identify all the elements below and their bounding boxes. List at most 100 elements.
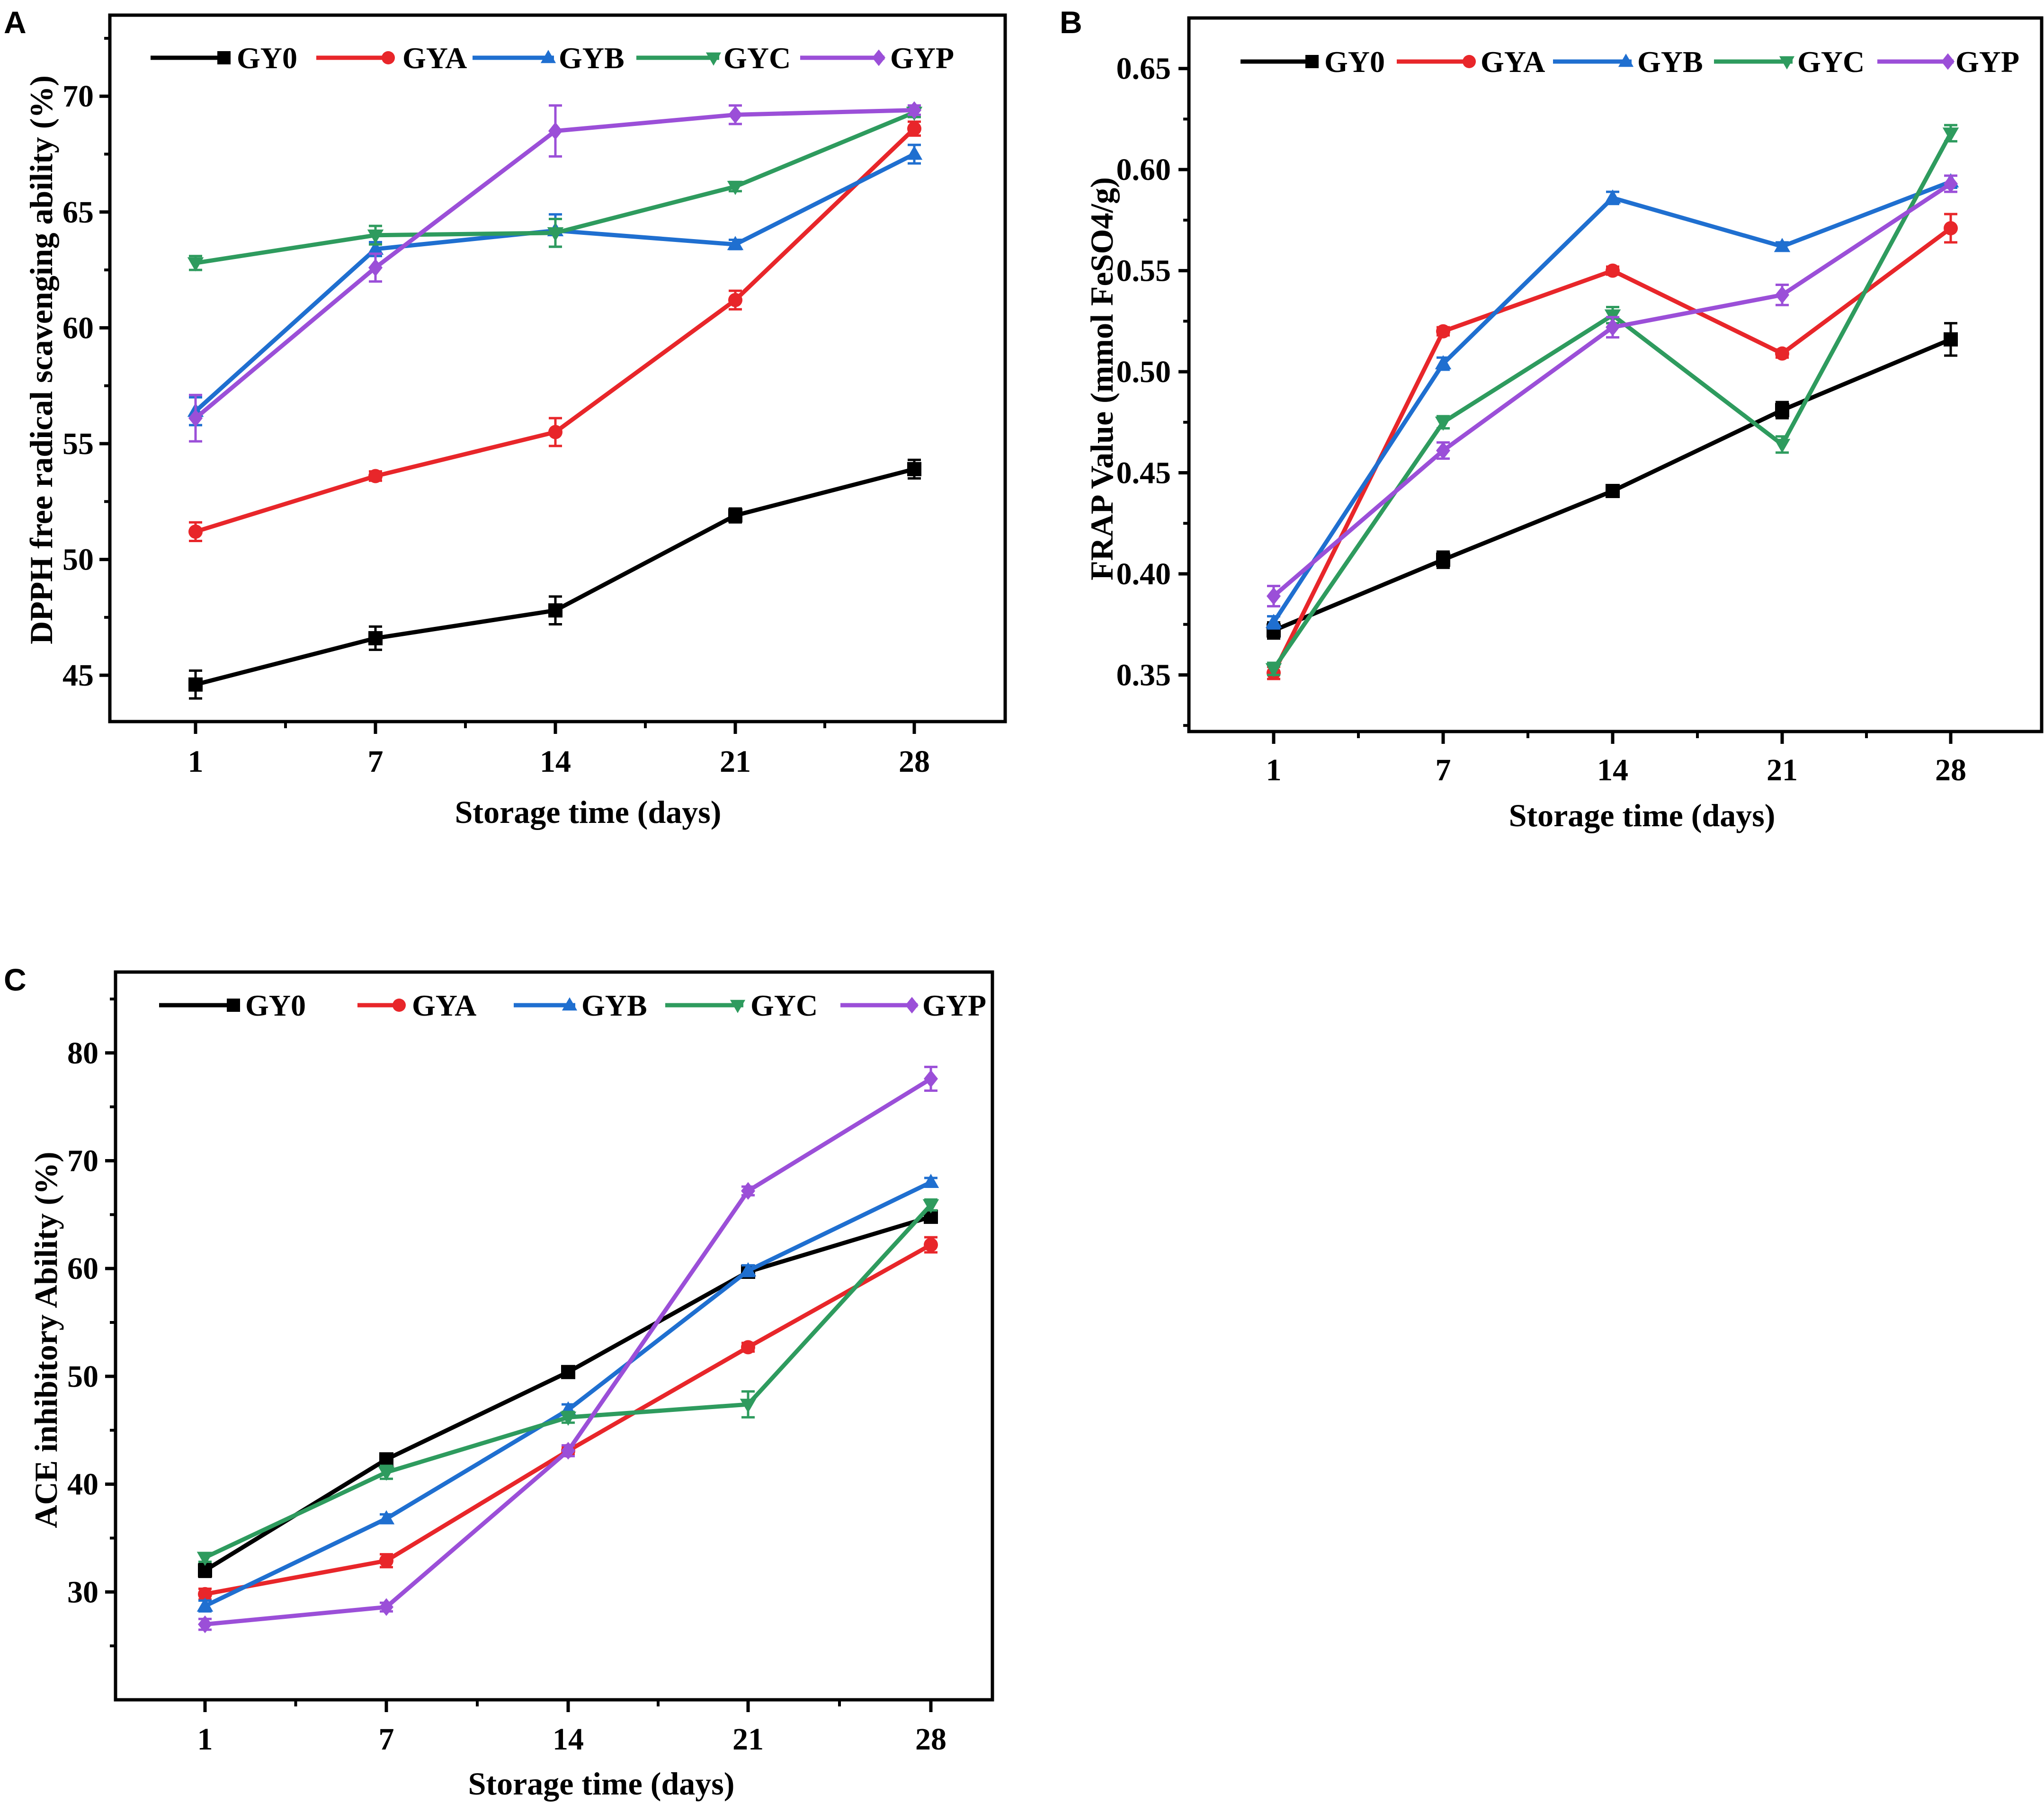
data-point [196, 1552, 214, 1566]
x-tick-label: 28 [1935, 753, 1966, 787]
panel-c: C 30 40 50 60 70 80 1 7 14 21 28 Storage time (days)… [4, 962, 994, 1802]
y-tick-label: 50 [67, 1359, 98, 1394]
y-tick-label: 45 [62, 658, 94, 693]
legend-item-gyb: GYB [473, 41, 625, 75]
data-point [1436, 324, 1450, 339]
x-tick-label: 7 [368, 744, 384, 779]
data-point [1774, 438, 1791, 453]
data-point [1775, 346, 1789, 361]
legend-label: GYA [412, 989, 476, 1022]
legend-marker [872, 49, 885, 66]
legend-item-gyb: GYB [514, 989, 647, 1022]
data-point [547, 227, 564, 241]
data-point [367, 241, 384, 255]
y-tick-label: 0.65 [1116, 52, 1171, 86]
series-gy0 [188, 458, 921, 700]
series-gyc [196, 1198, 939, 1566]
data-point [1942, 127, 1959, 142]
legend-item-gy0: GY0 [1241, 45, 1385, 79]
x-tick-label: 21 [1767, 753, 1798, 787]
legend-label: GYB [559, 41, 625, 75]
x-tick-label: 7 [1436, 753, 1451, 787]
data-point [379, 1598, 393, 1616]
legend-label: GYC [750, 989, 818, 1022]
panel-a: A 45 50 55 60 65 70 1 7 14 21 28 Storage time (days)… [4, 5, 1007, 830]
legend-item-gyp: GYP [1877, 45, 2019, 79]
data-point [367, 229, 384, 244]
data-point [922, 1174, 939, 1188]
data-point [198, 1587, 212, 1601]
y-axis-ticks: 30 40 50 60 70 80 [67, 997, 116, 1648]
data-point [368, 631, 383, 645]
series-line [1271, 226, 1953, 675]
series-line [1271, 181, 1953, 598]
x-tick-label: 28 [899, 744, 930, 779]
data-point [906, 145, 923, 160]
data-point [741, 1182, 755, 1200]
legend-item-gyc: GYC [1714, 45, 1865, 79]
data-point [1435, 416, 1452, 431]
data-point [1944, 332, 1958, 347]
legend-item-gyc: GYC [665, 989, 818, 1022]
legend-marker [562, 997, 578, 1011]
series-gyc [1265, 124, 1959, 678]
y-tick-label: 70 [67, 1143, 98, 1178]
y-tick-label: 0.60 [1116, 152, 1171, 187]
data-point [727, 180, 744, 195]
data-point [740, 1399, 757, 1413]
legend-label: GY0 [245, 989, 306, 1022]
legend-item-gya: GYA [357, 989, 476, 1022]
plot-frame [108, 13, 1007, 723]
x-tick-label: 21 [732, 1722, 764, 1757]
series-line [1271, 179, 1953, 625]
legend-marker [393, 999, 406, 1012]
series-gya [1267, 213, 1958, 680]
data-point [924, 1238, 938, 1252]
data-point [560, 1411, 577, 1426]
y-tick-label: 40 [67, 1467, 98, 1502]
y-axis-title: FRAP Value (mmol FeSO4/g) [1084, 177, 1120, 580]
x-tick-label: 14 [1597, 753, 1628, 787]
y-tick-label: 30 [67, 1575, 98, 1609]
series-gyp [188, 101, 921, 443]
legend-item-gy0: GY0 [151, 41, 297, 75]
x-axis-ticks: 1 7 14 21 28 [197, 1700, 946, 1757]
data-point [741, 1340, 755, 1355]
legend-label: GYA [1481, 45, 1545, 79]
x-axis-title: Storage time (days) [455, 794, 722, 830]
panel-b: B 0.35 0.40 0.45 0.50 0.55 0.60 0.65 1 7 14 21 28 Sto… [1060, 5, 2044, 833]
legend-marker [1463, 55, 1476, 68]
legend-item-gyb: GYB [1553, 45, 1703, 79]
x-tick-label: 1 [1266, 753, 1282, 787]
legend-marker [1305, 55, 1319, 68]
data-point [368, 259, 383, 277]
legend-item-gyp: GYP [800, 41, 954, 75]
data-point [1265, 663, 1282, 678]
legend-marker [905, 997, 919, 1014]
data-point [188, 524, 203, 539]
x-tick-label: 14 [540, 744, 571, 779]
data-point [561, 1365, 575, 1379]
legend-item-gya: GYA [1397, 45, 1545, 79]
panel-letter: A [4, 5, 27, 40]
y-tick-label: 70 [62, 79, 94, 114]
data-point [922, 1199, 939, 1214]
legend-label: GYA [402, 41, 467, 75]
data-point [1606, 318, 1620, 336]
legend-marker [1941, 53, 1955, 70]
x-tick-label: 1 [188, 744, 204, 779]
data-point [1775, 403, 1789, 418]
data-point [1606, 483, 1620, 498]
legend-label: GYB [581, 989, 647, 1022]
data-point [196, 1597, 214, 1612]
legend-label: GYC [1797, 45, 1865, 79]
data-point [1436, 441, 1450, 460]
legend: GY0 GYA GYB GYC GYP [151, 41, 954, 75]
y-tick-label: 65 [62, 195, 94, 230]
y-tick-label: 0.40 [1116, 557, 1171, 591]
data-point [561, 1442, 575, 1460]
data-point [907, 101, 921, 119]
series-gy0 [1267, 322, 1958, 640]
data-point [188, 409, 203, 427]
